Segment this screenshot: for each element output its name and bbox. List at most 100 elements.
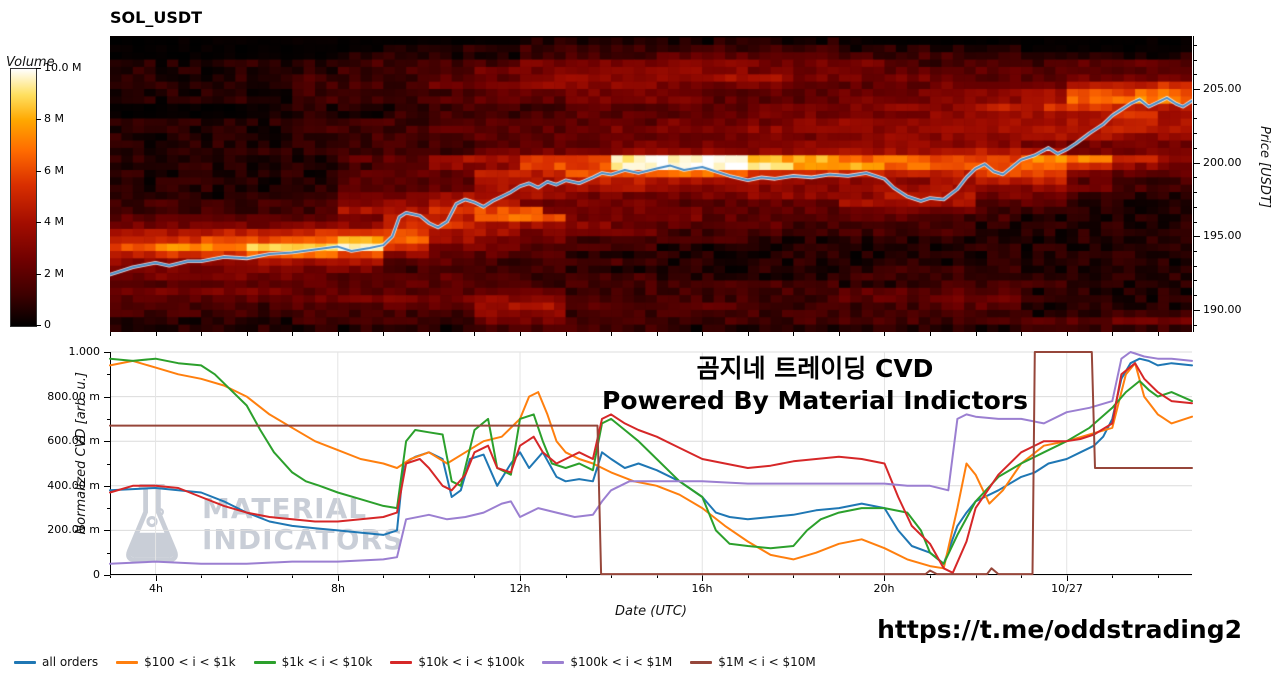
cvd-tick-label: 200.00 m [47,523,100,536]
tick-mark [107,374,110,375]
date-tick-label: 16h [691,582,713,595]
cvd-series--100k-i-1m[interactable] [109,351,1193,565]
price-tick-label: 200.00 [1203,156,1242,169]
tick-mark [247,332,248,336]
tick-mark [976,332,977,336]
cvd-tick-label: 800.00 m [47,390,100,403]
annotation-line1: 곰지네 트레이딩 CVD [696,354,934,383]
tick-mark [611,332,612,336]
tick-mark [1194,295,1197,296]
tick-mark [36,68,41,69]
cvd-tick-label: 400.00 m [47,479,100,492]
tick-mark [156,575,157,581]
tick-mark [247,575,248,578]
tick-mark [1021,575,1022,578]
tick-mark [748,575,749,578]
tick-mark [104,352,110,353]
cvd-chart[interactable] [109,351,1193,576]
tick-mark [1194,60,1197,61]
cvd-tick-label: 0 [93,568,100,581]
tick-mark [110,575,111,578]
tick-mark [104,397,110,398]
legend-label: $100k < i < $1M [570,655,673,669]
tick-mark [104,441,110,442]
cvd-series--10k-i-100k[interactable] [109,362,1193,574]
tick-mark [702,332,703,336]
tick-mark [36,222,41,223]
tick-mark [292,575,293,578]
legend-label: $100 < i < $1k [144,655,236,669]
tick-mark [104,530,110,531]
tick-mark [611,575,612,578]
tick-mark [793,332,794,336]
tick-mark [1194,45,1197,46]
cvd-series--1m-i-10m[interactable] [109,351,1193,576]
tick-mark [884,575,885,581]
tick-mark [107,553,110,554]
legend: all orders $100 < i < $1k $1k < i < $10k $1… [14,655,816,669]
volume-tick-label: 10.0 M [44,61,82,74]
tick-mark [338,575,339,581]
legend-swatch [253,660,276,664]
tick-mark [1158,332,1159,336]
tick-mark [1194,222,1197,223]
tick-mark [156,332,157,336]
tick-mark [1194,280,1197,281]
tick-mark [107,464,110,465]
volume-colorbar [10,68,37,327]
legend-item--100k-i-1m[interactable]: $100k < i < $1M [542,655,672,669]
orderbook-heatmap[interactable] [110,36,1192,332]
tick-mark [1194,192,1197,193]
tick-mark [1194,266,1197,267]
legend-label: $1M < i < $10M [718,655,816,669]
cvd-series-all-orders[interactable] [109,357,1193,565]
tick-mark [36,119,41,120]
date-tick-label: 20h [873,582,895,595]
tick-mark [1194,325,1197,326]
price-axis-spine [1193,36,1194,332]
date-tick-label: 4h [149,582,163,595]
tick-mark [104,575,110,576]
tick-mark [566,575,567,578]
price-tick-label: 195.00 [1203,229,1242,242]
tick-mark [383,332,384,336]
tick-mark [1194,148,1197,149]
tick-mark [748,332,749,336]
legend-label: all orders [42,655,99,669]
tick-mark [1194,118,1197,119]
legend-item--1k-i-10k[interactable]: $1k < i < $10k [253,655,373,669]
tick-mark [383,575,384,578]
tick-mark [1194,104,1197,105]
tick-mark [930,332,931,336]
tick-mark [292,332,293,336]
tick-mark [1158,575,1159,578]
volume-tick-label: 6 M [44,164,64,177]
legend-swatch [116,660,139,664]
tick-mark [474,575,475,578]
telegram-link: https://t.me/oddstrading2 [877,615,1242,644]
tick-mark [107,508,110,509]
legend-item--1m-i-10m[interactable]: $1M < i < $10M [690,655,816,669]
date-tick-label: 12h [509,582,531,595]
date-axis-label: Date (UTC) [615,604,687,619]
cvd-tick-label: 1.000 [68,345,101,358]
tick-mark [793,575,794,578]
tick-mark [36,325,41,326]
cvd-chart-svg[interactable] [109,351,1193,576]
legend-item-all-orders[interactable]: all orders [14,655,98,669]
tick-mark [1021,332,1022,336]
volume-tick-label: 2 M [44,267,64,280]
legend-swatch [390,660,413,664]
legend-item--10k-i-100k[interactable]: $10k < i < $100k [390,655,524,669]
tick-mark [1194,177,1197,178]
date-tick-label: 8h [331,582,345,595]
tick-mark [1194,251,1197,252]
flask-icon [126,484,178,563]
date-tick-label: 10/27 [1051,582,1083,595]
legend-item--100-i-1k[interactable]: $100 < i < $1k [116,655,236,669]
tick-mark [429,575,430,578]
annotation: 곰지네 트레이딩 CVD Powered By Material Indicto… [565,353,1065,417]
tick-mark [1067,332,1068,336]
legend-label: $1k < i < $10k [281,655,373,669]
price-tick-label: 205.00 [1203,82,1242,95]
